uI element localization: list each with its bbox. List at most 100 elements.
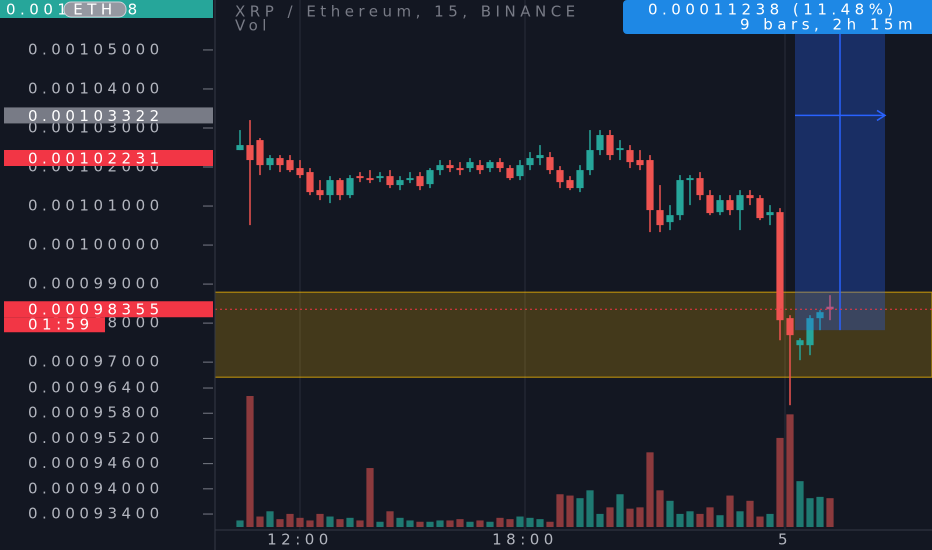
candle-body: [306, 172, 314, 193]
volume-bar: [616, 494, 624, 527]
volume-bar: [396, 517, 404, 527]
volume-bar: [306, 520, 314, 527]
y-tick-label: 0.00093400: [28, 505, 164, 523]
volume-bar: [276, 519, 284, 527]
candle-body: [576, 170, 584, 189]
candle-body: [376, 176, 384, 179]
candle-body: [396, 180, 404, 186]
candle-body: [256, 140, 264, 166]
candle-body: [236, 145, 244, 151]
candle-body: [596, 135, 604, 151]
candle-body: [496, 162, 504, 169]
volume-bar: [476, 520, 484, 527]
measure-label: 0.00011238 (11.48%): [648, 1, 898, 19]
volume-bar: [466, 521, 474, 527]
candle-body: [386, 176, 394, 186]
volume-bar: [246, 396, 254, 527]
volume-bar: [376, 521, 384, 527]
candle-body: [336, 180, 344, 196]
volume-bar: [736, 511, 744, 527]
y-tick-label: 0.00099000: [28, 275, 164, 293]
candle-body: [606, 135, 614, 156]
volume-bar: [566, 495, 574, 527]
candle-body: [316, 190, 324, 196]
candle-body: [246, 145, 254, 161]
y-tick-label: 0.00097000: [28, 353, 164, 371]
volume-bar: [806, 498, 814, 527]
candle-body: [446, 165, 454, 169]
y-tick-label: 0.00101000: [28, 197, 164, 215]
volume-bar: [696, 513, 704, 527]
volume-bar: [766, 513, 774, 527]
candle-body: [806, 318, 814, 346]
candle-body: [826, 306, 834, 310]
volume-bar: [366, 468, 374, 527]
volume-bar: [526, 517, 534, 527]
currency-label: ETH: [73, 1, 116, 19]
volume-bar: [676, 513, 684, 527]
volume-bar: [586, 490, 594, 527]
volume-bar: [576, 498, 584, 527]
candle-body: [816, 312, 824, 319]
volume-bar: [336, 519, 344, 527]
volume-bar: [286, 513, 294, 527]
candle-body: [636, 160, 644, 166]
volume-bar: [626, 508, 634, 527]
candle-body: [586, 150, 594, 171]
candle-body: [656, 210, 664, 226]
chart-title: XRP / Ethereum, 15, BINANCE: [235, 3, 580, 21]
candle-body: [686, 178, 694, 181]
price-axis: 0.001050000.001040000.001030000.00102000…: [4, 40, 213, 523]
volume-bar: [436, 520, 444, 527]
candle-body: [286, 160, 294, 171]
y-tick-label: 0.00096400: [28, 379, 164, 397]
volume-bar: [606, 507, 614, 527]
volume-bar: [496, 517, 504, 527]
candle-body: [416, 176, 424, 187]
volume-bar: [456, 519, 464, 527]
volume-bar: [786, 414, 794, 527]
volume-bar: [726, 495, 734, 527]
candle-body: [786, 318, 794, 336]
measure-detail: 9 bars, 2h 15m: [740, 16, 917, 34]
volume-bar: [506, 519, 514, 527]
candle-body: [696, 178, 704, 196]
y-tick-label: 0.00095200: [28, 429, 164, 447]
volume-bar: [416, 521, 424, 527]
candle-body: [626, 150, 634, 163]
volume-bar: [346, 517, 354, 527]
price-label: 0.00103322: [28, 107, 164, 125]
volume-bar: [256, 516, 264, 527]
volume-bar: [536, 519, 544, 527]
currency-badge: [63, 1, 127, 18]
candle-body: [466, 162, 474, 169]
volume-bar: [236, 520, 244, 527]
candle-body: [546, 157, 554, 171]
measure-label-bg: [623, 0, 932, 34]
candle-body: [426, 170, 434, 185]
volume-bar: [516, 516, 524, 527]
plot-area: [215, 0, 932, 530]
volume-bar: [706, 507, 714, 527]
measure-arrowhead: [876, 109, 887, 122]
y-tick-label: 0.00104000: [28, 79, 164, 97]
y-tick-label: 0.00100000: [28, 236, 164, 254]
volume-bar: [296, 517, 304, 527]
candle-body: [646, 160, 654, 211]
volume-bar: [826, 498, 834, 527]
volume-bar: [666, 500, 674, 527]
countdown: 01:59: [28, 316, 94, 334]
price-label-bg: [4, 149, 213, 166]
candle-body: [296, 168, 304, 176]
candle-body: [436, 165, 444, 171]
volume-bar: [816, 496, 824, 527]
candle-body: [756, 198, 764, 219]
volume-bar: [426, 521, 434, 527]
volume-bar: [716, 515, 724, 527]
candle-body: [516, 165, 524, 177]
candle-body: [356, 176, 364, 179]
volume-bar: [446, 520, 454, 527]
volume-bar: [776, 437, 784, 527]
